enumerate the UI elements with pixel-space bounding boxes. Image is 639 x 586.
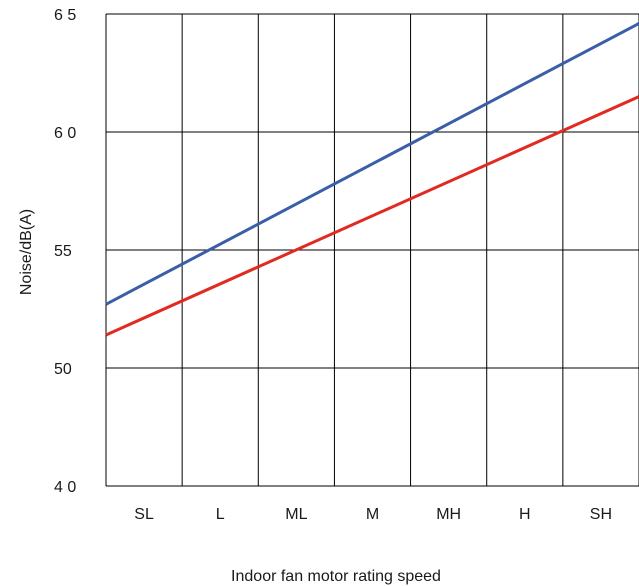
- x-tick-label: ML: [285, 506, 307, 523]
- x-tick-label: H: [519, 506, 531, 523]
- x-tick-label: SH: [590, 506, 612, 523]
- y-tick-label: 4 0: [54, 479, 76, 496]
- y-tick-label: 55: [54, 243, 72, 260]
- x-tick-label: SL: [134, 506, 154, 523]
- chart-grid: [105, 13, 639, 487]
- x-tick-label: M: [366, 506, 379, 523]
- x-axis-ticks: SL L ML M MH H SH: [134, 506, 612, 523]
- chart-series: [105, 22, 639, 337]
- x-axis-label: Indoor fan motor rating speed: [231, 568, 441, 585]
- series-line-upper: [105, 22, 639, 306]
- series-line-lower: [105, 95, 639, 337]
- y-tick-label: 6 5: [54, 7, 76, 24]
- y-axis-ticks: 4 0 50 55 6 0 6 5: [54, 7, 76, 496]
- y-tick-label: 50: [54, 361, 72, 378]
- y-axis-label: Noise/dB(A): [18, 209, 35, 295]
- y-tick-label: 6 0: [54, 125, 76, 142]
- x-tick-label: MH: [436, 506, 461, 523]
- x-tick-label: L: [216, 506, 225, 523]
